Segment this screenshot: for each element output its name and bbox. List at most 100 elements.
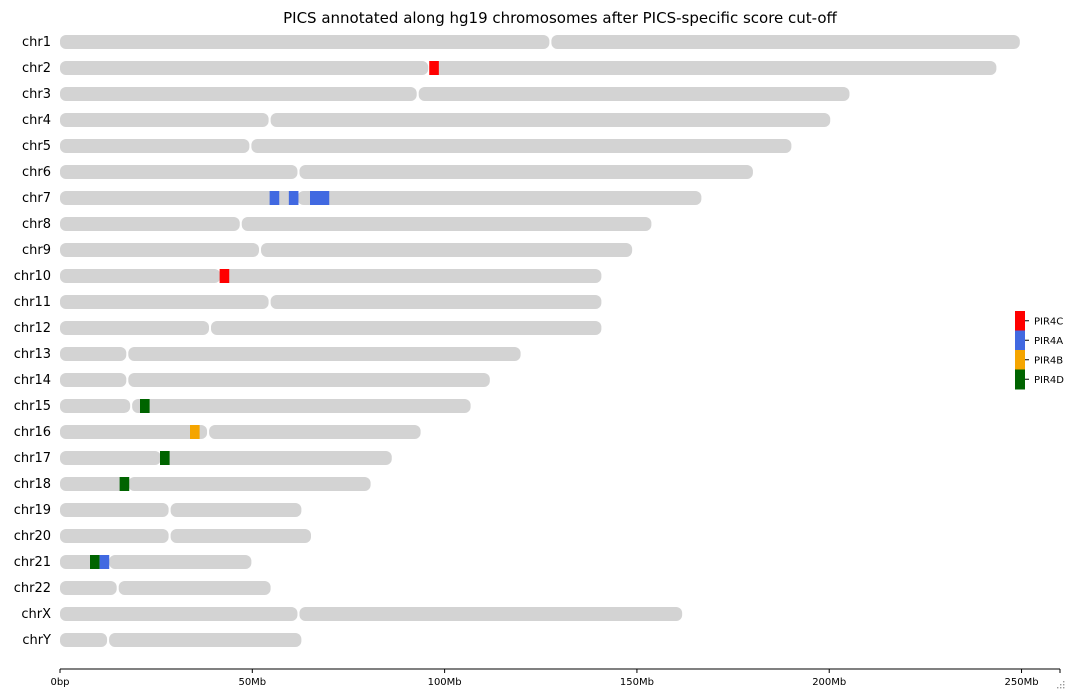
chromosome-bar-chr17-q-arm: [162, 451, 392, 465]
chromosome-bar-chr5-p-arm: [60, 139, 250, 153]
legend-swatch-pir4a: [1015, 330, 1025, 351]
legend-swatch-pir4c: [1015, 311, 1025, 331]
chromosome-bar-chr17-p-arm: [60, 451, 161, 465]
x-axis: 0bp 50Mb 100Mb 150Mb 200Mb 250Mb: [50, 668, 1061, 688]
chromosome-label-chr15: chr15: [14, 399, 51, 414]
chromosome-label-chr10: chr10: [14, 269, 51, 284]
chromosome-label-chr21: chr21: [14, 555, 51, 570]
chromosome-bar-chr1-q-arm: [551, 35, 1020, 49]
legend-label-pir4d: PIR4D: [1034, 375, 1064, 386]
chromosome-label-chr2: chr2: [22, 61, 51, 76]
chromosome-label-chr1: chr1: [22, 35, 51, 50]
chromosome-bar-chr6-p-arm: [60, 165, 298, 179]
annotation-mark-chr18-pir4d-8: [119, 477, 130, 491]
chromosome-bar-chr19-q-arm: [170, 503, 302, 517]
resize-grip-icon[interactable]: [1057, 681, 1065, 689]
legend-swatch-pir4d: [1015, 369, 1025, 390]
legend-label-pir4a: PIR4A: [1034, 336, 1063, 347]
chromosome-label-chr16: chr16: [14, 425, 51, 440]
legend-swatch-pir4b: [1015, 350, 1025, 370]
annotation-mark-chr7-pir4a-3: [310, 191, 330, 205]
chromosome-bar-chrY-q-arm: [109, 633, 302, 647]
x-tick-label: 200Mb: [812, 677, 846, 688]
chromosome-bar-chr5-q-arm: [251, 139, 792, 153]
chromosome-label-chrY: chrY: [22, 633, 51, 648]
chromosome-bar-chr9-q-arm: [261, 243, 633, 257]
chromosome-bar-chr15-q-arm: [132, 399, 471, 413]
chromosome-bar-chr3-p-arm: [60, 87, 417, 101]
legend: PIR4C PIR4A PIR4B PIR4D: [1015, 311, 1064, 390]
chromosome-bar-chr14-p-arm: [60, 373, 127, 387]
annotation-mark-chr2-pir4c-0: [429, 61, 439, 75]
chromosome-bar-chr9-p-arm: [60, 243, 259, 257]
chromosome-bar-chr20-p-arm: [60, 529, 169, 543]
chromosome-label-chr14: chr14: [14, 373, 51, 388]
chromosome-bar-chr16-p-arm: [60, 425, 208, 439]
chromosome-label-chr8: chr8: [22, 217, 51, 232]
chromosome-bar-chrX-q-arm: [299, 607, 683, 621]
chromosome-label-chr20: chr20: [14, 529, 51, 544]
chromosome-bar-chr13-p-arm: [60, 347, 127, 361]
chromosome-label-chrX: chrX: [21, 607, 51, 622]
chart-title: PICS annotated along hg19 chromosomes af…: [283, 9, 837, 27]
chromosome-bar-chr15-p-arm: [60, 399, 131, 413]
chromosome-bar-chr10-p-arm: [60, 269, 221, 283]
annotation-mark-chr21-pir4a-10: [99, 555, 110, 569]
chromosome-bar-chr8-q-arm: [241, 217, 652, 231]
chromosome-bar-chr12-p-arm: [60, 321, 209, 335]
x-tick-label: 0bp: [50, 677, 69, 688]
chromosome-bar-chr11-p-arm: [60, 295, 269, 309]
chromosome-bar-chrX-p-arm: [60, 607, 298, 621]
chromosome-bar-chr11-q-arm: [270, 295, 602, 309]
chromosome-bar-chr21-q-arm: [109, 555, 252, 569]
chromosome-label-chr9: chr9: [22, 243, 51, 258]
chromosome-label-chr5: chr5: [22, 139, 51, 154]
chromosomes-layer: chr1 chr2 chr3 chr4 chr5 chr6 chr7 chr8 chr9 chr1…: [14, 35, 1020, 648]
chromosome-bar-chr6-q-arm: [299, 165, 753, 179]
annotations-layer: [90, 61, 439, 569]
chromosome-bar-chr19-p-arm: [60, 503, 169, 517]
chromosome-bar-chr14-q-arm: [128, 373, 490, 387]
chromosome-bar-chr16-q-arm: [209, 425, 421, 439]
legend-label-pir4b: PIR4B: [1034, 355, 1063, 366]
chromosome-bar-chr20-q-arm: [170, 529, 311, 543]
chromosome-bar-chrY-p-arm: [60, 633, 108, 647]
chromosome-label-chr11: chr11: [14, 295, 51, 310]
chromosome-bar-chr3-q-arm: [418, 87, 850, 101]
chromosome-bar-chr12-q-arm: [211, 321, 602, 335]
chromosome-label-chr7: chr7: [22, 191, 51, 206]
chromosome-bar-chr13-q-arm: [128, 347, 521, 361]
chromosome-label-chr22: chr22: [14, 581, 51, 596]
chromosome-bar-chr1-p-arm: [60, 35, 550, 49]
annotation-mark-chr7-pir4a-1: [269, 191, 280, 205]
chromosome-bar-chr4-p-arm: [60, 113, 269, 127]
annotation-mark-chr7-pir4a-2: [288, 191, 299, 205]
chromosome-label-chr19: chr19: [14, 503, 51, 518]
x-tick-label: 150Mb: [620, 677, 654, 688]
chromosome-bar-chr2-q-arm: [430, 61, 997, 75]
chromosome-bar-chr10-q-arm: [222, 269, 602, 283]
chromosome-label-chr6: chr6: [22, 165, 51, 180]
legend-label-pir4c: PIR4C: [1034, 316, 1063, 327]
annotation-mark-chr10-pir4c-4: [219, 269, 230, 283]
chromosome-bar-chr8-p-arm: [60, 217, 240, 231]
chromosome-bar-chr18-p-arm: [60, 477, 127, 491]
annotation-mark-chr17-pir4d-7: [160, 451, 170, 465]
chromosome-label-chr13: chr13: [14, 347, 51, 362]
chromosome-bar-chr22-p-arm: [60, 581, 117, 595]
chromosome-bar-chr22-q-arm: [118, 581, 271, 595]
chromosome-bar-chr7-q-arm: [297, 191, 702, 205]
chromosome-label-chr18: chr18: [14, 477, 51, 492]
annotation-mark-chr21-pir4d-9: [90, 555, 100, 569]
chromosome-bar-chr7-p-arm: [60, 191, 296, 205]
chromosome-label-chr4: chr4: [22, 113, 51, 128]
x-tick-label: 100Mb: [428, 677, 462, 688]
x-tick-label: 250Mb: [1005, 677, 1039, 688]
chromosome-label-chr3: chr3: [22, 87, 51, 102]
chromosome-label-chr17: chr17: [14, 451, 51, 466]
annotation-mark-chr16-pir4b-6: [190, 425, 200, 439]
chromosome-bar-chr4-q-arm: [270, 113, 831, 127]
chromosome-label-chr12: chr12: [14, 321, 51, 336]
chromosome-bar-chr18-q-arm: [128, 477, 371, 491]
